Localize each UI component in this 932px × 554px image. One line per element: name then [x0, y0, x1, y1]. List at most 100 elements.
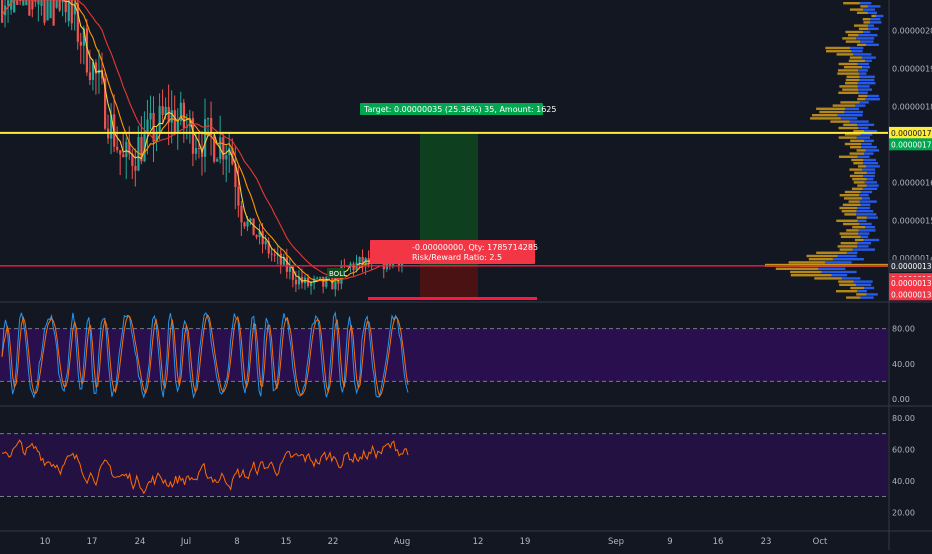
volume-profile-bar: [853, 53, 872, 56]
volume-profile-bar: [845, 82, 858, 85]
candle-body: [67, 0, 70, 22]
volume-profile-bar: [859, 200, 877, 203]
volume-profile-bar: [845, 107, 860, 110]
volume-profile-bar: [850, 286, 865, 290]
volume-profile-bar: [836, 53, 854, 56]
volume-profile-bar: [862, 56, 876, 59]
volume-profile-bar: [850, 139, 865, 142]
candle-body: [188, 118, 192, 127]
volume-profile-bar: [858, 194, 869, 197]
candle-body: [316, 277, 319, 279]
candle-body: [149, 112, 152, 120]
candle-body: [46, 0, 49, 21]
volume-profile-bar: [810, 117, 841, 120]
volume-profile-bar: [861, 142, 872, 146]
candle-body: [49, 0, 52, 19]
candle-body: [191, 118, 195, 154]
volume-profile-bar: [857, 43, 867, 46]
candle-body: [204, 119, 207, 157]
x-axis-label: 12: [473, 537, 484, 547]
volume-profile-bar: [853, 162, 864, 165]
volume-profile-bar: [862, 197, 870, 200]
volume-profile-bar: [841, 210, 857, 213]
stop-label: -0.00000000, Qty: 1785714285: [412, 243, 538, 252]
volume-profile-bar: [819, 110, 845, 114]
volume-profile-bar: [864, 139, 874, 142]
candle-body: [307, 277, 310, 287]
volume-profile-bar: [854, 171, 867, 174]
volume-profile-bar: [836, 219, 858, 222]
candle-body: [52, 0, 55, 26]
candle-body: [216, 159, 219, 162]
volume-profile-bar: [842, 37, 857, 40]
volume-profile-bar: [859, 222, 872, 226]
volume-profile-bar: [864, 286, 875, 290]
target-label: Target: 0.00000035 (25.36%) 35, Amount: …: [363, 105, 556, 114]
volume-profile-bar: [867, 94, 879, 98]
candle-body: [319, 276, 322, 278]
volume-profile-bar: [862, 66, 870, 69]
volume-profile-bar: [844, 142, 862, 146]
volume-profile-bar: [865, 226, 876, 229]
stoch-tick-label: 80.00: [892, 325, 915, 334]
volume-profile-bar: [788, 261, 825, 264]
x-axis-label: 8: [234, 537, 239, 547]
volume-profile-bar: [871, 14, 876, 18]
candle-body: [279, 253, 282, 265]
rsi-tick-label: 40.00: [892, 477, 915, 486]
volume-profile-bar: [866, 178, 874, 181]
price-tick-label: 0.00000150: [892, 216, 932, 225]
volume-profile-bar: [849, 8, 863, 11]
volume-profile-bar: [860, 40, 874, 43]
volume-profile-bar: [858, 91, 868, 94]
candle-body: [222, 137, 225, 160]
candle-body: [1, 0, 4, 23]
volume-profile-bar: [840, 235, 861, 238]
candle-body: [85, 28, 89, 73]
candle-body: [140, 137, 143, 162]
target-label-box[interactable]: [360, 103, 543, 115]
volume-profile-bar: [844, 133, 861, 136]
volume-profile-bar: [858, 27, 869, 30]
volume-profile-bar: [862, 18, 871, 21]
volume-profile-bar: [849, 152, 864, 155]
volume-profile-bar: [821, 270, 857, 274]
volume-profile-bar: [840, 117, 858, 120]
price-axis-badge: [889, 126, 932, 139]
rsi-band: [0, 433, 888, 497]
volume-profile-bar: [870, 21, 882, 24]
price-tick-label: 0.00000160: [892, 178, 932, 187]
candle-body: [273, 254, 276, 256]
moving-average-line: [1, 0, 409, 280]
candle-body: [28, 0, 31, 16]
x-axis-label: 17: [87, 537, 98, 547]
position-stop-zone[interactable]: [420, 265, 478, 300]
candle-body: [258, 231, 261, 238]
volume-profile-bar: [857, 290, 867, 293]
volume-profile-bar: [856, 37, 875, 40]
candle-body: [170, 110, 173, 123]
candle-body: [164, 106, 167, 115]
volume-profile-bar: [825, 46, 851, 50]
candle-body: [337, 273, 340, 284]
volume-profile-bar: [849, 56, 863, 59]
volume-profile-bar: [866, 216, 878, 219]
price-axis-badge: [889, 259, 932, 272]
rsi-tick-label: 80.00: [892, 414, 915, 423]
price-axis-badge: [889, 276, 932, 289]
x-axis-label: 16: [713, 537, 724, 547]
boll-marker: BOLL: [329, 270, 347, 278]
volume-profile-bar: [868, 27, 879, 30]
stop-label-box[interactable]: [370, 240, 535, 264]
volume-profile-bar: [839, 194, 859, 197]
candle-body: [16, 0, 19, 5]
candle-body: [37, 0, 40, 5]
volume-profile-bar: [839, 283, 856, 286]
volume-profile-bar: [866, 165, 880, 168]
x-axis-label: 19: [520, 537, 531, 547]
volume-profile-bar: [857, 123, 875, 126]
candle-body: [325, 277, 328, 287]
volume-profile-bar: [806, 254, 838, 258]
